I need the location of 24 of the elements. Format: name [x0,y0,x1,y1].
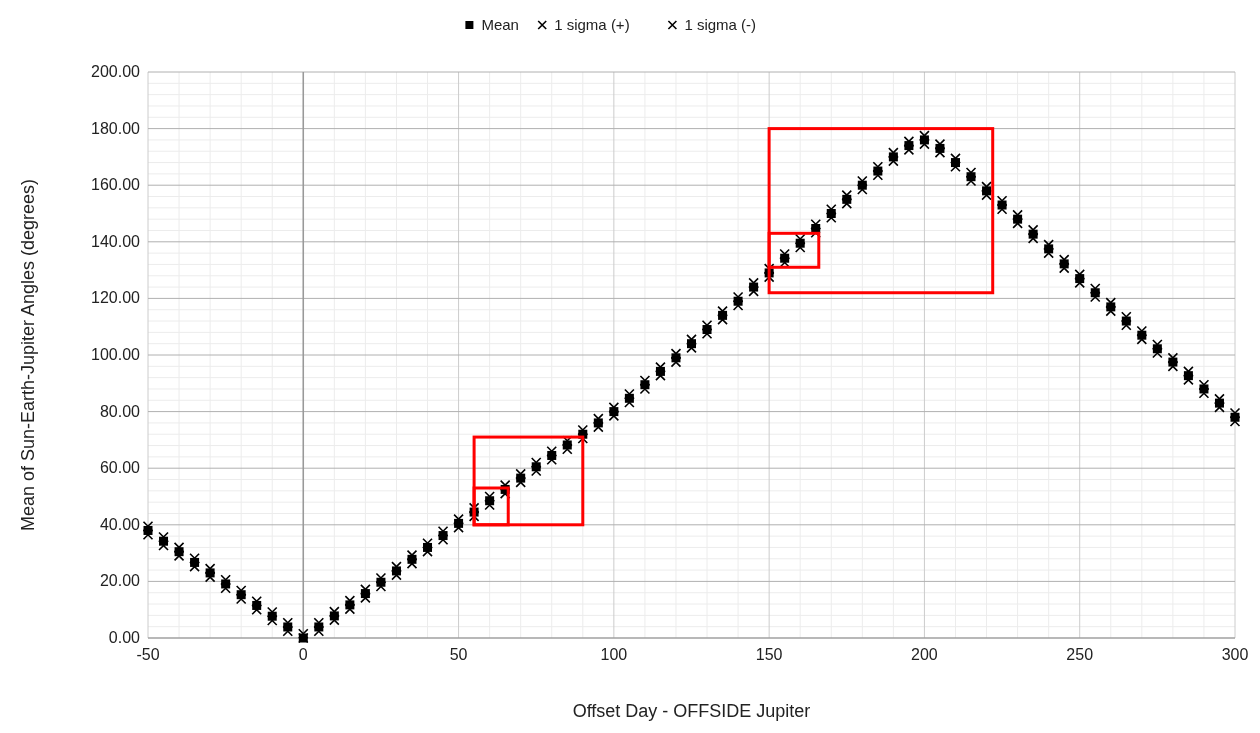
legend-label: Mean [481,16,519,33]
x-tick-label: -50 [136,646,160,663]
x-tick-label: 100 [600,646,628,663]
y-tick-label: 180.00 [91,119,141,137]
x-tick-label: 200 [911,646,938,663]
y-tick-label: 140.00 [91,232,141,250]
x-tick-label: 250 [1066,646,1094,663]
legend-label: 1 sigma (+) [554,16,630,33]
y-tick-label: 160.00 [91,176,141,194]
legend-label: 1 sigma (-) [684,16,757,33]
y-tick-label: 60.00 [99,459,141,477]
y-axis-title: Mean of Sun-Earth-Jupiter Angles (degrees) [18,178,38,532]
x-tick-label: 50 [449,646,468,663]
x-tick-label: 300 [1221,646,1249,663]
y-tick-label: 80.00 [99,402,141,420]
x-tick-label: 150 [755,646,783,663]
y-tick-label: 0.00 [108,629,141,646]
y-tick-label: 200.00 [91,63,141,80]
y-tick-label: 40.00 [99,515,141,533]
x-tick-label: 0 [298,646,308,663]
y-tick-label: 100.00 [91,346,141,363]
y-tick-label: 120.00 [91,289,141,307]
y-tick-label: 20.00 [99,572,141,590]
x-axis-title: Offset Day - OFFSIDE Jupiter [572,701,811,721]
